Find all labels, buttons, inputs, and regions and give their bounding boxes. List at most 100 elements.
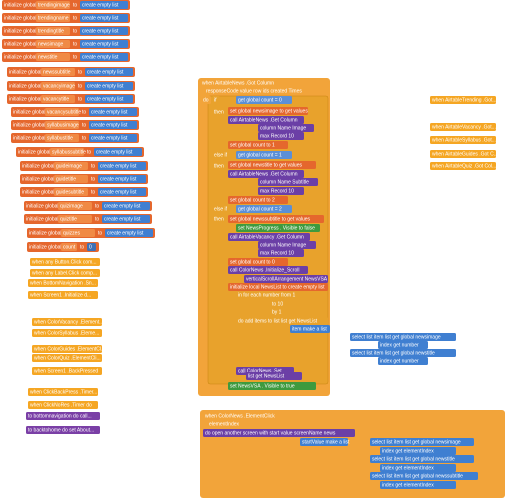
code-block-box bbox=[300, 438, 348, 446]
code-block: select list item list get global newsima… bbox=[352, 334, 441, 340]
event-block[interactable]: when ColorGuides .ElementCl... bbox=[34, 346, 105, 352]
list-block: create empty list bbox=[100, 176, 137, 182]
code-block-box bbox=[350, 333, 456, 341]
code-block-box bbox=[207, 420, 247, 428]
code-block: max Record 10 bbox=[260, 188, 294, 194]
code-block-box bbox=[203, 429, 355, 437]
event-block[interactable]: when ClickNoRes .Timer do bbox=[30, 402, 92, 408]
to-keyword: to bbox=[73, 41, 77, 47]
code-block: column Name Image bbox=[260, 125, 306, 131]
event-block[interactable]: when AirtableSyllabus .Got... bbox=[432, 137, 496, 143]
code-block: set global newstitle to get values bbox=[230, 162, 302, 168]
event-block[interactable]: when any Label.Click comp... bbox=[32, 270, 97, 276]
code-block-box bbox=[228, 258, 288, 266]
event-block-box[interactable] bbox=[430, 136, 496, 144]
list-block: create empty list bbox=[91, 135, 128, 141]
procedure-block[interactable]: to backtohome do set About... bbox=[28, 427, 94, 433]
event-block-box[interactable] bbox=[430, 150, 496, 158]
code-block: do bbox=[203, 97, 209, 103]
global-name-box bbox=[36, 14, 70, 22]
global-keyword: initialize global bbox=[4, 54, 37, 60]
global-name: vacancyimage bbox=[43, 83, 75, 89]
list-block: create empty list bbox=[100, 189, 137, 195]
event-block[interactable]: when AirtableQuiz .Got Col... bbox=[432, 163, 496, 169]
global-name: vacancysubtitle bbox=[47, 109, 81, 115]
event-block-box[interactable] bbox=[32, 345, 102, 353]
global-name: guidetitle bbox=[56, 176, 76, 182]
global-keyword: initialize global bbox=[22, 189, 55, 195]
global-keyword: initialize global bbox=[13, 122, 46, 128]
global-keyword: initialize global bbox=[29, 244, 62, 250]
code-block: then bbox=[214, 163, 224, 169]
global-name-box bbox=[58, 202, 92, 210]
global-name: newstitle bbox=[38, 54, 58, 60]
event-block-box[interactable] bbox=[32, 367, 102, 375]
global-keyword: initialize global bbox=[4, 28, 37, 34]
code-block-box bbox=[228, 141, 288, 149]
code-block-box bbox=[228, 382, 316, 390]
list-block-box bbox=[80, 14, 128, 22]
procedure-block-box[interactable] bbox=[26, 412, 100, 420]
code-block-box bbox=[204, 87, 314, 95]
list-block: create empty list bbox=[91, 122, 128, 128]
procedure-block-box[interactable] bbox=[26, 426, 100, 434]
event-block[interactable]: when Screen1 .BackPressed bbox=[34, 368, 98, 374]
list-block: create empty list bbox=[87, 96, 124, 102]
event-block[interactable]: when any Button.Click com... bbox=[32, 259, 96, 265]
code-block: get global count = 1 bbox=[238, 152, 282, 158]
code-block: get global count = 0 bbox=[238, 97, 282, 103]
list-block-box bbox=[98, 175, 146, 183]
code-block-box bbox=[270, 308, 290, 316]
event-block-box[interactable] bbox=[32, 329, 102, 337]
to-keyword: to bbox=[95, 216, 99, 222]
code-block-box bbox=[212, 215, 224, 223]
code-block-box bbox=[380, 447, 456, 455]
event-block-box[interactable] bbox=[430, 123, 496, 131]
event-block[interactable]: when ColorSyllabus .Eleme... bbox=[34, 330, 99, 336]
list-block-box bbox=[102, 215, 150, 223]
list-block-box bbox=[80, 40, 128, 48]
event-block-box[interactable] bbox=[28, 401, 98, 409]
code-block: select list item list get global newstit… bbox=[352, 350, 435, 356]
to-keyword: to bbox=[82, 109, 86, 115]
list-block: create empty list bbox=[82, 15, 119, 21]
event-block[interactable]: when ColorQuiz .ElementCli... bbox=[34, 355, 101, 361]
event-block[interactable]: when AirtableGuides .Got C... bbox=[432, 151, 498, 157]
code-block-box bbox=[258, 241, 316, 249]
event-block[interactable]: when AirtableTrending .Got... bbox=[432, 97, 497, 103]
event-block[interactable]: when ColorVacancy .Element... bbox=[34, 319, 103, 325]
event-block-box[interactable] bbox=[28, 279, 98, 287]
event-block-box[interactable] bbox=[32, 354, 102, 362]
to-keyword: to bbox=[87, 149, 91, 155]
code-block-box bbox=[212, 151, 230, 159]
code-block-box bbox=[236, 317, 328, 325]
event-block[interactable]: when Screen1 .Initialize d... bbox=[30, 292, 91, 298]
code-block-box bbox=[236, 224, 320, 232]
code-block: set global count to 1 bbox=[230, 142, 275, 148]
event-block-box[interactable] bbox=[30, 269, 100, 277]
event-block-box[interactable] bbox=[28, 388, 98, 396]
event-block-box[interactable] bbox=[28, 291, 98, 299]
global-name: quizzes bbox=[63, 230, 80, 236]
event-block-box[interactable] bbox=[430, 96, 496, 104]
event-block[interactable]: when BottomNavigation .Sn... bbox=[30, 280, 96, 286]
code-block: by 1 bbox=[272, 309, 282, 315]
code-block-box bbox=[350, 349, 456, 357]
list-block-box bbox=[85, 68, 133, 76]
code-block-box bbox=[212, 205, 230, 213]
event-block-box[interactable] bbox=[32, 318, 102, 326]
number: 0 bbox=[89, 244, 92, 250]
code-block-box bbox=[370, 455, 474, 463]
global-keyword: initialize global bbox=[9, 69, 42, 75]
event-block-box[interactable] bbox=[30, 258, 100, 266]
event-block-box[interactable] bbox=[430, 162, 496, 170]
to-keyword: to bbox=[78, 83, 82, 89]
event-block[interactable]: when AirtableVacancy .Got... bbox=[432, 124, 496, 130]
code-block-box bbox=[228, 233, 310, 241]
code-block: index get elementIndex bbox=[382, 448, 434, 454]
procedure-block[interactable]: to bottomnavigation do call... bbox=[28, 413, 92, 419]
list-block: create empty list bbox=[107, 230, 144, 236]
event-block[interactable]: when ClickBackPress .Timer... bbox=[30, 389, 97, 395]
code-block-box bbox=[201, 96, 211, 104]
